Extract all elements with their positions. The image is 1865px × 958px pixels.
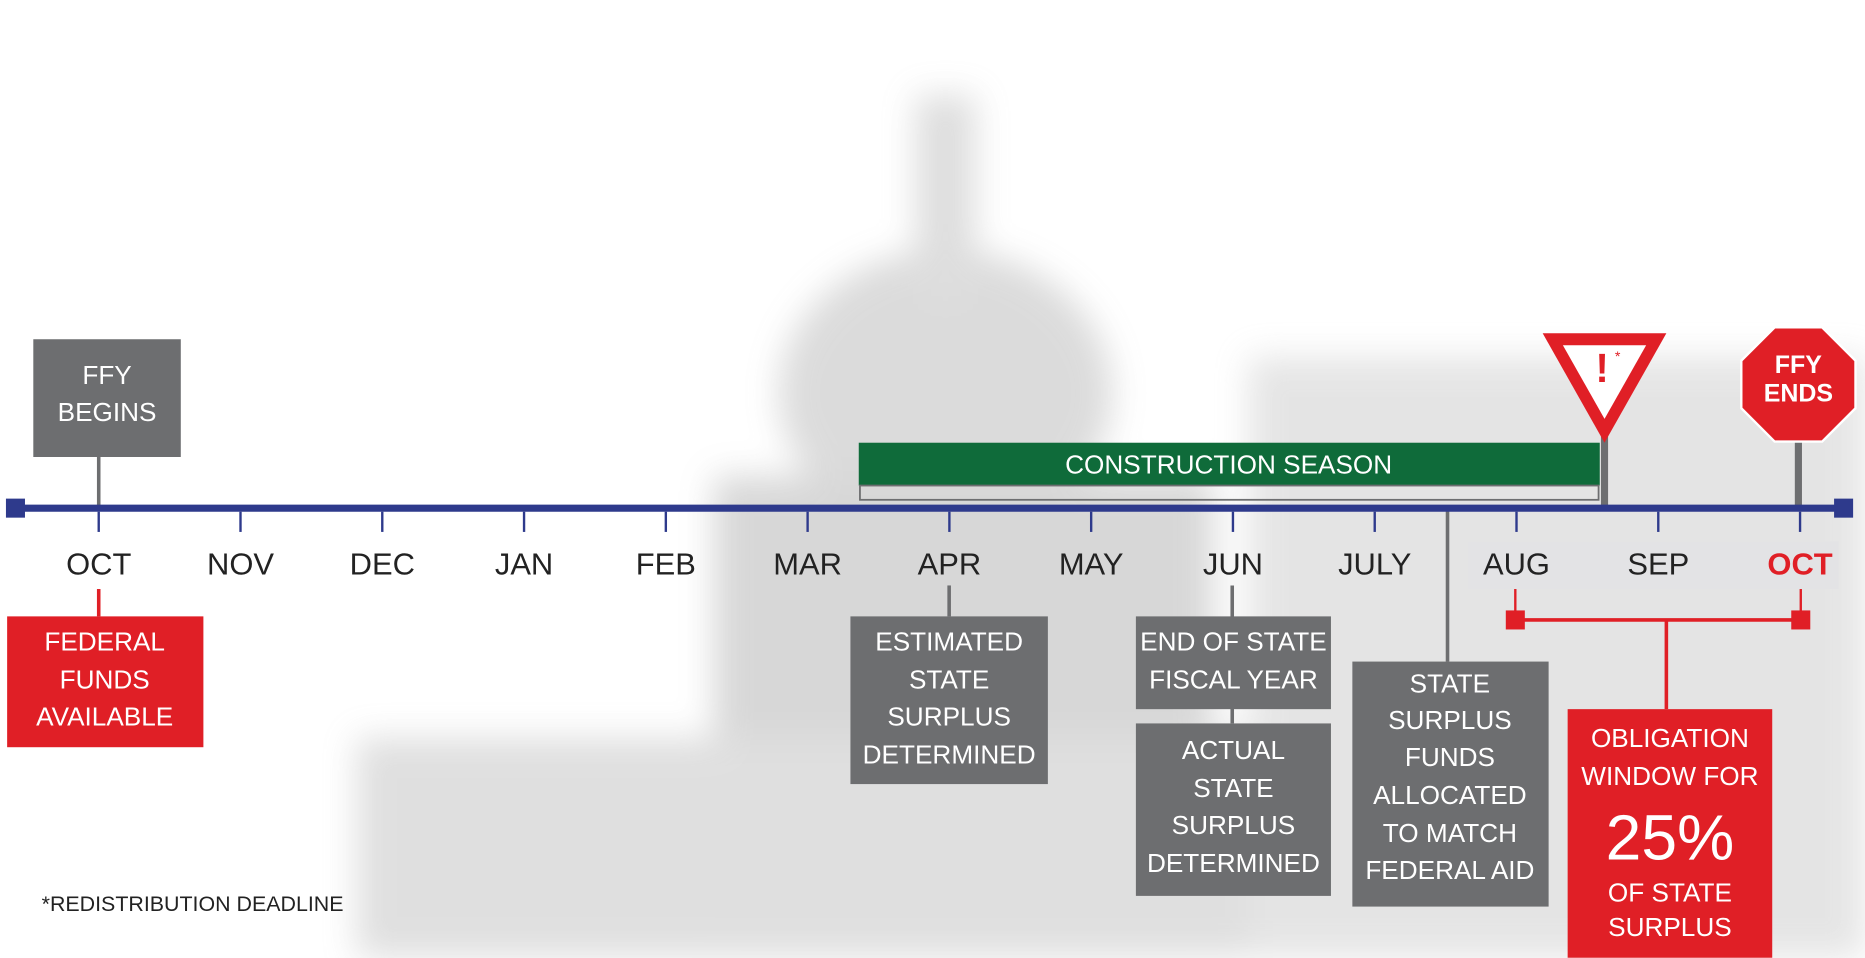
month-label: OCT	[1767, 547, 1832, 582]
box-text: ENDS	[1764, 380, 1833, 408]
box-text: OBLIGATION	[1591, 723, 1749, 753]
month-label: JULY	[1338, 547, 1411, 582]
box-text: FEDERAL	[44, 627, 165, 657]
month-label: SEP	[1627, 547, 1689, 582]
percent-text: 25%	[1606, 801, 1735, 873]
box-text: SURPLUS	[887, 702, 1011, 732]
box-text: SURPLUS	[1172, 810, 1296, 840]
box-text: OF STATE	[1608, 878, 1732, 908]
box-text: FUNDS	[60, 665, 150, 695]
month-label: AUG	[1483, 547, 1550, 582]
box-text: BEGINS	[58, 397, 157, 427]
month-label: NOV	[207, 547, 274, 582]
box-text: ESTIMATED	[875, 627, 1023, 657]
box-text: FISCAL YEAR	[1149, 665, 1318, 695]
footnote: *REDISTRIBUTION DEADLINE	[42, 892, 344, 916]
box-text: AVAILABLE	[36, 702, 173, 732]
bracket-end	[1791, 610, 1810, 629]
box-text: FFY	[1775, 351, 1823, 379]
month-label: FEB	[636, 547, 696, 582]
box-text: FUNDS	[1405, 742, 1495, 772]
box-text: STATE	[1410, 668, 1490, 698]
box-text: STATE	[909, 665, 989, 695]
month-label: JAN	[495, 547, 553, 582]
box-text: ACTUAL	[1182, 735, 1285, 765]
month-label: DEC	[350, 547, 415, 582]
box-text: END OF STATE	[1140, 627, 1327, 657]
bracket-end	[1506, 610, 1525, 629]
box-text: STATE	[1193, 773, 1273, 803]
timeline-diagram: *REDISTRIBUTION DEADLINE FFY BEGINS CONS…	[0, 0, 1865, 958]
timeline-end	[6, 499, 25, 518]
yield-asterisk: *	[1615, 349, 1621, 365]
box-text: DETERMINED	[1147, 848, 1320, 878]
box-text: FFY	[82, 360, 131, 390]
month-label: OCT	[66, 547, 131, 582]
month-label: APR	[918, 547, 982, 582]
box-text: SURPLUS	[1388, 705, 1512, 735]
month-label: MAY	[1059, 547, 1124, 582]
timeline-end	[1834, 499, 1853, 518]
month-label: JUN	[1203, 547, 1263, 582]
yield-mark: !	[1595, 345, 1608, 391]
construction-label: CONSTRUCTION SEASON	[1065, 449, 1392, 479]
box-text: TO MATCH	[1383, 818, 1517, 848]
box-text: DETERMINED	[863, 740, 1036, 770]
page: {"timeline": {"months": ["OCT", "NOV", "…	[0, 0, 1865, 958]
box-text: SURPLUS	[1608, 912, 1732, 942]
month-label: MAR	[773, 547, 842, 582]
box-text: WINDOW FOR	[1581, 761, 1758, 791]
box-text: ALLOCATED	[1373, 780, 1527, 810]
box-text: FEDERAL AID	[1365, 855, 1534, 885]
